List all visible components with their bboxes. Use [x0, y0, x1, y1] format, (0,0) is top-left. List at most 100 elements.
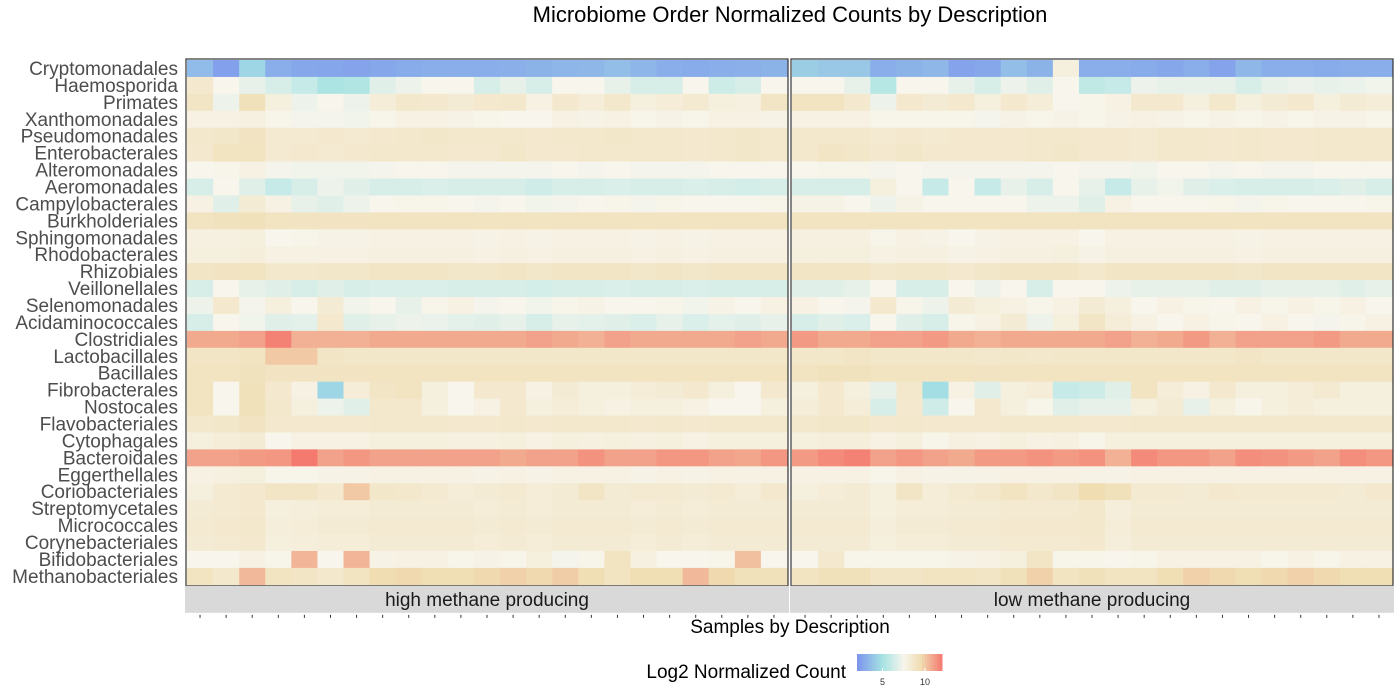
heatmap-cell — [447, 550, 475, 569]
heatmap-cell — [421, 144, 449, 163]
heatmap-cell — [369, 280, 397, 298]
heatmap-cell — [870, 550, 897, 569]
heatmap-cell — [1131, 567, 1158, 586]
heatmap-cell — [395, 212, 423, 230]
heatmap-cell — [948, 500, 976, 518]
heatmap-cell — [291, 432, 318, 450]
heatmap-cell — [682, 500, 710, 518]
heatmap-cell — [896, 93, 923, 112]
heatmap-cell — [265, 246, 292, 264]
heatmap-cell — [1365, 398, 1393, 417]
heatmap-cell — [291, 313, 318, 332]
heatmap-cell — [974, 178, 1002, 196]
heatmap-cell — [552, 432, 579, 450]
heatmap-cell — [1183, 330, 1210, 349]
heatmap-cell — [896, 466, 923, 484]
heatmap-cell — [1183, 398, 1210, 417]
heatmap-cell — [870, 500, 897, 518]
heatmap-cell — [1026, 364, 1054, 383]
heatmap-cell — [844, 330, 871, 349]
heatmap-cell — [1131, 212, 1158, 230]
heatmap-cell — [421, 178, 449, 196]
heatmap-cell — [1365, 60, 1393, 78]
heatmap-cell — [974, 60, 1002, 78]
heatmap-cell — [1157, 347, 1184, 366]
heatmap-cell — [343, 534, 371, 552]
heatmap-cell — [682, 398, 710, 417]
heatmap-cell — [604, 398, 631, 417]
heatmap-cell — [1287, 110, 1315, 129]
heatmap-cell — [1052, 144, 1080, 163]
heatmap-cell — [974, 313, 1002, 332]
heatmap-cell — [317, 297, 345, 315]
heatmap-cell — [343, 517, 371, 535]
heatmap-cell — [1131, 161, 1158, 180]
heatmap-cell — [604, 263, 631, 281]
heatmap-cell — [792, 76, 819, 95]
legend-swatch — [922, 654, 925, 671]
heatmap-cell — [1365, 415, 1393, 433]
heatmap-cell — [1026, 195, 1054, 213]
heatmap-cell — [395, 534, 423, 552]
heatmap-cell — [1131, 364, 1158, 383]
heatmap-cell — [421, 297, 449, 315]
facet-strip-label: low methane producing — [994, 590, 1190, 611]
heatmap-cell — [291, 534, 318, 552]
heatmap-cell — [239, 330, 266, 349]
heatmap-cell — [870, 161, 897, 180]
heatmap-cell — [1365, 347, 1393, 366]
heatmap-cell — [447, 330, 475, 349]
heatmap-cell — [421, 161, 449, 180]
heatmap-cell — [682, 330, 710, 349]
heatmap-cell — [974, 195, 1002, 213]
heatmap-cell — [896, 263, 923, 281]
heatmap-cell — [870, 297, 897, 315]
heatmap-cell — [578, 550, 605, 569]
heatmap-cell — [604, 313, 631, 332]
heatmap-cell — [317, 178, 345, 196]
heatmap-cell — [682, 550, 710, 569]
heatmap-cell — [1261, 432, 1289, 450]
heatmap-cell — [1183, 432, 1210, 450]
heatmap-cell — [1287, 195, 1315, 213]
heatmap-cell — [656, 60, 684, 78]
heatmap-cell — [395, 517, 423, 535]
heatmap-cell — [870, 466, 897, 484]
heatmap-cell — [395, 280, 423, 298]
heatmap-cell — [870, 263, 897, 281]
heatmap-cell — [1105, 398, 1132, 417]
heatmap-cell — [1000, 347, 1028, 366]
heatmap-cell — [896, 127, 923, 146]
heatmap-cell — [656, 110, 684, 129]
heatmap-cell — [500, 76, 527, 95]
heatmap-cell — [708, 534, 736, 552]
legend-swatch — [872, 654, 875, 671]
heatmap-cell — [343, 466, 371, 484]
heatmap-cell — [1052, 93, 1080, 112]
heatmap-cell — [239, 212, 266, 230]
heatmap-cell — [239, 229, 266, 247]
heatmap-cell — [552, 178, 579, 196]
heatmap-cell — [343, 144, 371, 163]
heatmap-cell — [896, 246, 923, 264]
heatmap-cell — [1339, 229, 1367, 247]
heatmap-cell — [792, 93, 819, 112]
heatmap-cell — [1157, 550, 1184, 569]
chart-title: Microbiome Order Normalized Counts by De… — [533, 2, 1048, 27]
heatmap-cell — [1287, 229, 1315, 247]
row-label: Bifidobacteriales — [39, 550, 178, 571]
heatmap-cell — [1365, 246, 1393, 264]
heatmap-cell — [1078, 313, 1106, 332]
heatmap-cell — [291, 212, 318, 230]
heatmap-cell — [1339, 178, 1367, 196]
heatmap-cell — [526, 432, 553, 450]
heatmap-cell — [1131, 195, 1158, 213]
heatmap-cell — [1261, 297, 1289, 315]
heatmap-cell — [578, 330, 605, 349]
heatmap-cell — [1209, 364, 1236, 383]
heatmap-cell — [1157, 246, 1184, 264]
heatmap-cell — [682, 483, 710, 501]
heatmap-cell — [395, 60, 423, 78]
heatmap-cell — [1261, 466, 1289, 484]
heatmap-cell — [1157, 280, 1184, 298]
